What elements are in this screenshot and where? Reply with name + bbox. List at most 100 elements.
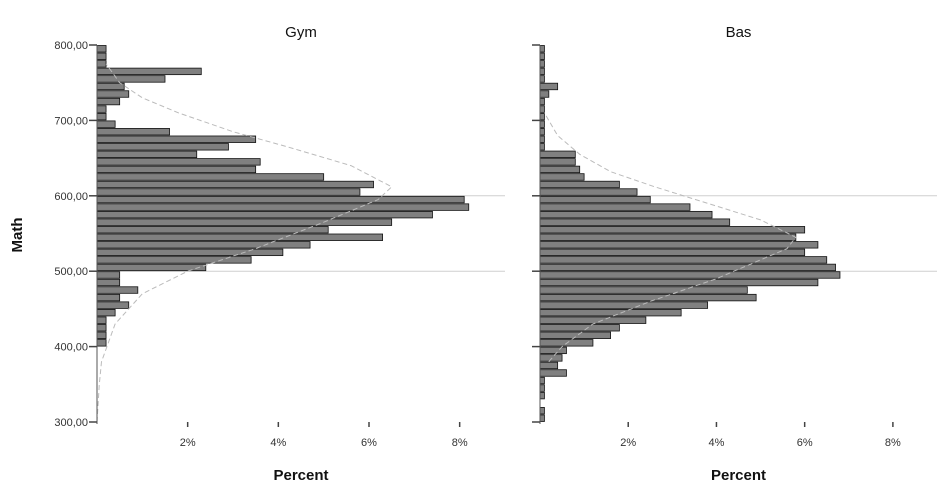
histogram-bar [96, 308, 116, 317]
histogram-bar [539, 391, 545, 400]
histogram-bar [539, 180, 620, 189]
histogram-bar [539, 143, 545, 151]
histogram-bar [96, 286, 139, 294]
histogram-bar [96, 158, 261, 166]
histogram-bar [96, 180, 374, 189]
histogram-bar [96, 52, 107, 60]
histogram-bar [96, 233, 384, 241]
histogram-bar [96, 218, 393, 226]
histogram-bar [96, 263, 207, 272]
histogram-bar [96, 293, 121, 302]
histogram-bar [539, 241, 819, 249]
x-tick-label: 8% [452, 437, 468, 449]
histogram-bar [96, 241, 311, 249]
histogram-bar [96, 90, 130, 98]
histogram-bar [539, 293, 757, 302]
histogram-bar [539, 301, 709, 309]
histogram-bar [539, 331, 611, 339]
histogram-bar [539, 263, 836, 272]
histogram-bar [539, 248, 806, 257]
histogram-bar [539, 75, 545, 83]
x-tick-label: 6% [361, 437, 377, 449]
panel-title: Gym [285, 24, 317, 41]
histogram-bar [539, 173, 585, 181]
histogram-bar [539, 218, 731, 226]
histogram-bar [539, 361, 559, 370]
x-tick-label: 8% [885, 437, 901, 449]
histogram-bar [96, 60, 107, 68]
histogram-bar [539, 67, 545, 76]
y-tick-label: 700,00 [54, 115, 88, 127]
histogram-bar [96, 173, 325, 181]
y-tick-label: 800,00 [54, 40, 88, 52]
histogram-bar [96, 67, 202, 76]
histogram-bar [539, 52, 545, 60]
histogram-bar [539, 210, 713, 219]
histogram-bar [96, 226, 329, 234]
histogram-bar [539, 203, 691, 211]
histogram-bar [96, 45, 107, 53]
histogram-bar [539, 90, 550, 98]
histogram-bar [539, 128, 545, 136]
histogram-bar [96, 75, 166, 83]
panel-title: Bas [726, 24, 752, 41]
histogram-bar [96, 120, 116, 128]
panel-gym: 300,00 400,00 500,00 600,00 700,00 800,00 2% 4%… [54, 24, 505, 484]
histogram-bar [539, 226, 806, 234]
y-tick-label: 500,00 [54, 266, 88, 278]
histogram-bar [96, 301, 130, 309]
histogram-bar [96, 143, 229, 151]
y-tick-label: 400,00 [54, 342, 88, 354]
histogram-bar [96, 210, 433, 219]
histogram-bar [539, 271, 841, 279]
histogram-bar [539, 150, 576, 158]
histogram-bar [96, 195, 465, 204]
x-tick-label: 2% [620, 437, 636, 449]
y-axis-title: Math [9, 218, 26, 253]
histogram-bar [539, 112, 545, 121]
x-tick-label: 6% [797, 437, 813, 449]
histogram-bar [96, 150, 198, 158]
histogram-bar [539, 278, 819, 287]
histogram-bar [96, 316, 107, 324]
histogram-bar [539, 256, 828, 264]
histogram-bar [96, 248, 284, 257]
histogram-bar [96, 97, 121, 106]
histogram-bar [539, 165, 581, 174]
histogram-bar [96, 105, 107, 113]
histogram-bar [539, 414, 545, 422]
histogram-bar [539, 369, 567, 377]
histogram-bar [96, 165, 257, 174]
histogram-bar [96, 188, 361, 196]
histogram-bar [539, 286, 748, 294]
histogram-bar [539, 384, 545, 392]
x-tick-label: 2% [180, 437, 196, 449]
histogram-bar [96, 278, 121, 287]
histogram-bar [539, 45, 545, 53]
y-tick-label: 600,00 [54, 191, 88, 203]
histogram-bar [539, 120, 545, 128]
x-tick-label: 4% [708, 437, 724, 449]
panels: 300,00 400,00 500,00 600,00 700,00 800,00 2% 4%… [54, 24, 937, 484]
histogram-bar [539, 354, 563, 362]
histogram-bar [539, 158, 576, 166]
histogram-bar [539, 60, 545, 68]
histogram-bar [539, 316, 647, 324]
x-axis-title: Percent [273, 467, 328, 484]
histogram-bar [96, 271, 121, 279]
panel-bas: 2% 4% 6% 8% Bas Percent [532, 24, 937, 484]
normal-curve [96, 63, 393, 423]
histogram-bar [539, 195, 651, 204]
histogram-bar [96, 135, 257, 143]
histogram-bar [96, 331, 107, 339]
histogram-bar [539, 376, 545, 385]
histogram-bar [96, 112, 107, 121]
histogram-bar [539, 97, 545, 106]
histogram-bar [96, 128, 170, 136]
histogram-bar [539, 233, 797, 241]
y-tick-label: 300,00 [54, 417, 88, 429]
histogram-bar [539, 346, 567, 355]
histogram-bar [539, 308, 682, 317]
histogram-bar [96, 82, 125, 91]
